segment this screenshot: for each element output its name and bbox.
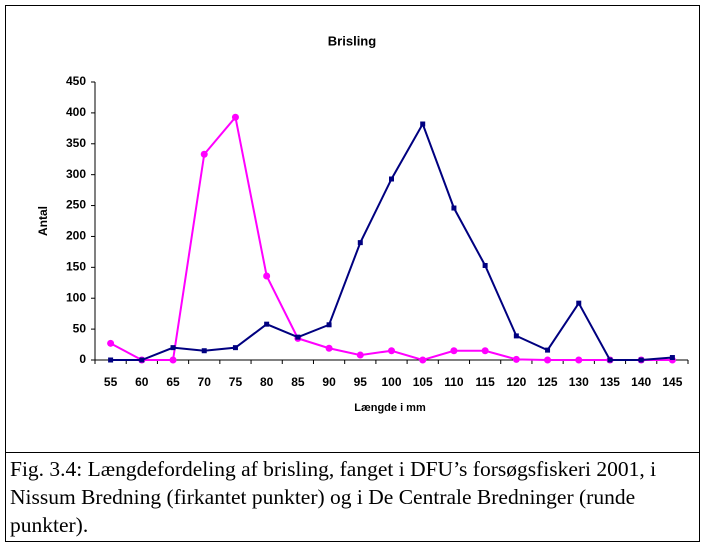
series-line	[110, 114, 673, 362]
point	[576, 300, 582, 306]
y-tick-label: 400	[66, 105, 86, 119]
x-tick-label: 70	[198, 375, 212, 389]
x-tick-label: 110	[444, 375, 464, 389]
point	[419, 356, 427, 364]
point	[450, 347, 458, 355]
y-tick-label: 50	[73, 321, 87, 335]
y-tick-label: 200	[66, 229, 86, 243]
point	[575, 356, 583, 364]
frame	[5, 5, 700, 542]
y-tick-label: 0	[79, 352, 86, 366]
point	[481, 347, 489, 355]
point	[326, 322, 332, 328]
point	[108, 357, 114, 363]
point	[513, 333, 519, 339]
y-tick-label: 450	[66, 74, 86, 88]
point	[451, 205, 457, 211]
x-tick-label: 120	[506, 375, 526, 389]
x-tick-label: 135	[600, 375, 620, 389]
y-tick-label: 100	[66, 290, 86, 304]
point	[232, 345, 238, 351]
y-axis-label: Antal	[36, 206, 50, 236]
y-tick-label: 300	[66, 167, 86, 181]
series-line	[110, 121, 673, 361]
point	[420, 121, 426, 127]
point	[512, 355, 520, 363]
y-tick-label: 150	[66, 260, 86, 274]
point	[607, 357, 613, 363]
x-tick-label: 115	[475, 375, 495, 389]
point	[295, 334, 301, 340]
y-tick-label: 250	[66, 198, 86, 212]
x-tick-label: 75	[229, 375, 243, 389]
y-tick-label: 350	[66, 136, 86, 150]
x-tick-label: 95	[354, 375, 368, 389]
point	[357, 240, 363, 246]
point	[231, 113, 239, 121]
point	[325, 344, 333, 352]
point	[200, 150, 208, 158]
x-tick-label: 100	[381, 375, 401, 389]
x-tick-label: 125	[538, 375, 558, 389]
x-tick-label: 90	[322, 375, 336, 389]
x-tick-label: 140	[631, 375, 651, 389]
point	[389, 176, 394, 182]
x-tick-label: 60	[135, 375, 149, 389]
point	[482, 262, 488, 268]
point	[545, 347, 551, 353]
x-tick-label: 145	[662, 375, 682, 389]
point	[169, 356, 177, 364]
point	[201, 348, 207, 354]
x-tick-label: 65	[166, 375, 180, 389]
point	[669, 355, 675, 361]
point	[139, 357, 145, 363]
point	[544, 356, 552, 364]
x-tick-label: 130	[569, 375, 589, 389]
point	[264, 321, 270, 327]
x-tick-label: 85	[291, 375, 305, 389]
point	[638, 357, 644, 363]
chart-title: Brisling	[328, 33, 376, 48]
x-axis-label: Længde i mm	[354, 402, 426, 414]
point	[263, 272, 271, 280]
x-tick-label: 105	[413, 375, 433, 389]
x-tick-label: 80	[260, 375, 274, 389]
point	[356, 351, 364, 359]
point	[170, 345, 176, 351]
caption: Fig. 3.4: Længdefordeling af brisling, f…	[10, 457, 657, 537]
x-tick-label: 55	[104, 375, 118, 389]
point	[107, 339, 115, 347]
point	[388, 347, 395, 355]
